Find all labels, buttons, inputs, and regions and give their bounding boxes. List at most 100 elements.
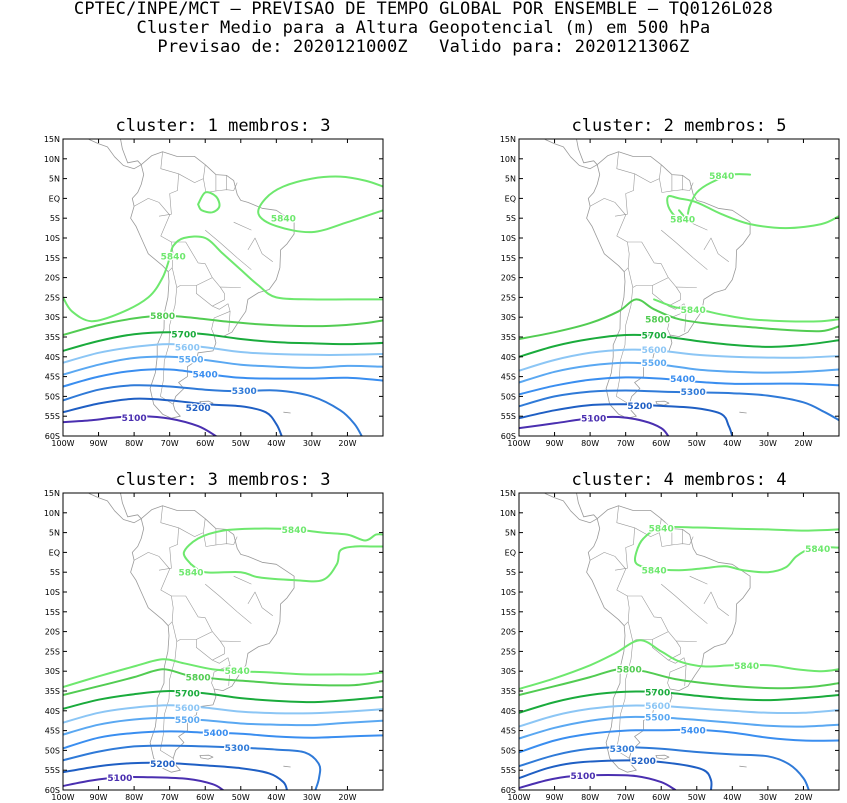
lat-label: 15N bbox=[44, 489, 60, 498]
lon-label: 60W bbox=[196, 793, 214, 802]
contour-line-5840 bbox=[197, 191, 221, 214]
lat-label: 60S bbox=[501, 786, 516, 795]
lon-label: 80W bbox=[581, 439, 599, 448]
contour-line-5500 bbox=[519, 715, 839, 740]
contour-label-5840: 5840 bbox=[642, 567, 667, 577]
lat-label: 20S bbox=[45, 274, 60, 283]
lat-label: 55S bbox=[45, 412, 60, 421]
contour-label-5700: 5700 bbox=[175, 690, 200, 700]
header-title-line: CPTEC/INPE/MCT – PREVISAO DE TEMPO GLOBA… bbox=[73, 0, 774, 19]
lat-label: 30S bbox=[45, 667, 60, 676]
map-area: 5100 5200 5300 5400 5500 5600 5700 5800 5840 5840 bbox=[63, 139, 383, 436]
contour-line-5300 bbox=[519, 746, 810, 790]
contour-label-5600: 5600 bbox=[645, 702, 670, 712]
lon-label: 70W bbox=[617, 439, 635, 448]
contour-line-5840 bbox=[653, 298, 839, 323]
lon-label: 90W bbox=[90, 439, 108, 448]
contour-line-5200 bbox=[519, 403, 734, 436]
lat-label: 50S bbox=[45, 746, 60, 755]
lat-label: 25S bbox=[45, 647, 60, 656]
lon-label: 80W bbox=[125, 793, 143, 802]
contour-line-5840 bbox=[678, 209, 688, 220]
map-frame bbox=[518, 138, 840, 437]
lat-label: 55S bbox=[45, 766, 60, 775]
lat-label: 60S bbox=[45, 786, 60, 795]
country-border bbox=[634, 527, 660, 537]
contour-label-5300: 5300 bbox=[232, 387, 257, 397]
lat-label: 40S bbox=[501, 707, 516, 716]
lat-label: 15S bbox=[45, 608, 60, 617]
country-border bbox=[589, 552, 630, 626]
lat-label: 15S bbox=[501, 254, 516, 263]
lat-label: 35S bbox=[45, 687, 60, 696]
panel-title: cluster: 1 membros: 3 bbox=[116, 116, 331, 136]
contour-label-5800: 5800 bbox=[186, 674, 211, 684]
lon-label: 70W bbox=[161, 793, 179, 802]
lat-label: 30S bbox=[501, 667, 516, 676]
header-subtitle-line: Cluster Medio para a Altura Geopotencial… bbox=[136, 18, 711, 38]
contour-label-5840: 5840 bbox=[178, 569, 203, 579]
lat-label: 25S bbox=[501, 293, 516, 302]
contour-label-5600: 5600 bbox=[175, 704, 200, 714]
contour-label-5500: 5500 bbox=[175, 716, 200, 726]
contour-line-5200 bbox=[63, 397, 283, 436]
lon-label: 20W bbox=[794, 439, 812, 448]
lat-label: 50S bbox=[501, 746, 516, 755]
contour-line-5840 bbox=[63, 235, 383, 323]
contour-line-5600 bbox=[63, 343, 383, 364]
contour-line-5600 bbox=[519, 704, 839, 728]
contour-line-5300 bbox=[63, 744, 322, 790]
contour-label-5840: 5840 bbox=[271, 215, 296, 225]
coastline-south-georgia bbox=[739, 411, 747, 414]
lat-label: 10N bbox=[44, 509, 60, 518]
lon-label: 90W bbox=[90, 793, 108, 802]
contour-line-5600 bbox=[519, 348, 839, 372]
country-border bbox=[703, 591, 729, 617]
lon-label: 100W bbox=[507, 793, 530, 802]
country-border bbox=[160, 641, 178, 759]
contour-line-5840 bbox=[63, 658, 383, 688]
country-border bbox=[689, 575, 708, 585]
lat-label: 5N bbox=[49, 175, 60, 184]
coastline-falklands bbox=[655, 400, 670, 406]
map-area: 5100 5200 5300 5400 5500 5600 5700 5800 5840 5840… bbox=[519, 493, 839, 790]
contour-line-5400 bbox=[519, 376, 839, 396]
country-border bbox=[634, 173, 660, 183]
lon-label: 30W bbox=[303, 793, 321, 802]
coastline-south-america bbox=[586, 151, 751, 419]
contour-label-5840: 5840 bbox=[670, 216, 695, 226]
coastline-central-america bbox=[87, 493, 142, 524]
contour-line-5840 bbox=[190, 545, 383, 583]
lon-label: 100W bbox=[507, 439, 530, 448]
lat-label: 30S bbox=[501, 313, 516, 322]
contour-line-5800 bbox=[63, 668, 383, 696]
map-panel: cluster: 1 membros: 3 5100 5200 5300 5400 550… bbox=[44, 116, 384, 448]
contour-line-5200 bbox=[519, 759, 713, 790]
contour-line-5400 bbox=[63, 730, 383, 750]
contour-label-5840: 5840 bbox=[225, 667, 250, 677]
header-date-line: Previsao de: 2020121000Z Valido para: 20… bbox=[157, 37, 690, 57]
country-border bbox=[614, 505, 635, 571]
figure-header: CPTEC/INPE/MCT – PREVISAO DE TEMPO GLOBA… bbox=[0, 0, 847, 57]
contour-line-5700 bbox=[519, 690, 839, 714]
lon-label: 80W bbox=[125, 439, 143, 448]
contour-line-5840 bbox=[633, 525, 839, 574]
lat-label: 10S bbox=[501, 234, 516, 243]
lat-label: 20S bbox=[501, 628, 516, 637]
map-background bbox=[519, 493, 839, 790]
lat-label: 5S bbox=[50, 214, 60, 223]
lon-label: 40W bbox=[723, 793, 741, 802]
country-border bbox=[228, 665, 231, 686]
map-frame bbox=[62, 492, 384, 791]
contour-line-5800 bbox=[63, 314, 383, 336]
contour-label-5800: 5800 bbox=[617, 666, 642, 676]
lat-label: 10N bbox=[500, 509, 516, 518]
country-border bbox=[233, 221, 252, 231]
lat-label: 45S bbox=[501, 373, 516, 382]
lon-label: 40W bbox=[267, 439, 285, 448]
panel-title: cluster: 3 membros: 3 bbox=[116, 470, 331, 490]
contour-line-5800 bbox=[519, 298, 839, 340]
lat-label: 40S bbox=[45, 707, 60, 716]
lat-label: 20S bbox=[501, 274, 516, 283]
contour-label-5200: 5200 bbox=[631, 757, 656, 767]
